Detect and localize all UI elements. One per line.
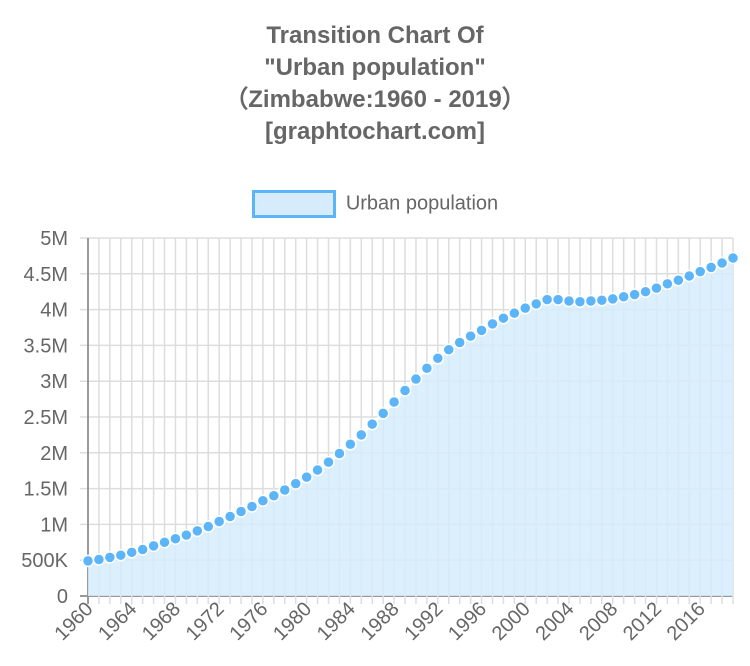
data-point — [617, 290, 630, 303]
y-tick-label: 1.5M — [24, 479, 68, 501]
data-point — [267, 489, 281, 503]
x-tick-label: 1980 — [269, 598, 316, 645]
data-point — [344, 437, 357, 451]
title-line: （Zimbabwe:1960 - 2019） — [224, 86, 526, 113]
data-point — [191, 524, 204, 538]
data-point — [376, 407, 390, 420]
legend-label: Urban population — [345, 192, 499, 215]
data-point — [114, 548, 128, 562]
y-tick-label: 2M — [40, 443, 68, 465]
data-point — [584, 294, 598, 308]
legend[interactable]: Urban population — [0, 190, 750, 218]
data-point — [136, 543, 149, 556]
y-tick-label: 4.5M — [24, 264, 68, 286]
data-point — [212, 515, 226, 528]
data-point — [125, 546, 138, 559]
y-tick-label: 2.5M — [24, 407, 68, 429]
data-point — [661, 277, 674, 291]
x-tick-label: 1988 — [357, 598, 404, 645]
x-tick-label: 1984 — [313, 598, 360, 645]
y-tick-label: 1M — [40, 514, 68, 536]
data-point — [180, 528, 193, 542]
data-point — [92, 553, 106, 566]
data-point — [431, 352, 445, 365]
data-point — [158, 536, 171, 549]
data-point — [289, 477, 302, 490]
data-point — [497, 311, 510, 325]
y-tick-label: 3M — [40, 371, 68, 393]
x-tick-label: 2008 — [575, 598, 622, 645]
data-point — [650, 281, 663, 295]
data-point — [245, 500, 259, 513]
x-tick-label: 2012 — [619, 598, 666, 645]
data-point — [562, 294, 576, 308]
data-point — [540, 293, 554, 306]
y-tick-label: 3.5M — [24, 335, 68, 357]
title-line: [graphtochart.com] — [264, 118, 485, 145]
data-point — [223, 510, 237, 523]
data-point — [420, 362, 434, 375]
y-tick-label: 5M — [40, 228, 68, 250]
data-point — [202, 520, 215, 533]
data-point — [234, 505, 248, 518]
data-point — [715, 256, 729, 270]
data-point — [256, 494, 270, 508]
title-line: "Urban population" — [264, 54, 486, 81]
data-point — [278, 483, 292, 497]
data-point — [519, 301, 532, 315]
data-point — [726, 251, 740, 265]
data-point — [475, 324, 488, 337]
x-tick-label: 2000 — [488, 598, 535, 645]
area-fill — [88, 258, 733, 596]
data-point — [693, 265, 707, 278]
data-point — [529, 297, 543, 311]
data-point — [442, 343, 456, 356]
data-point — [672, 273, 685, 287]
data-point — [365, 417, 379, 431]
x-tick-label: 1996 — [444, 598, 491, 645]
data-point — [486, 317, 499, 331]
data-point — [409, 372, 423, 386]
data-point — [169, 532, 182, 545]
data-point — [311, 463, 324, 477]
x-tick-label: 1992 — [400, 598, 447, 645]
data-point — [387, 395, 401, 409]
data-point — [595, 294, 609, 307]
data-point — [704, 261, 718, 274]
data-point — [355, 428, 368, 442]
x-tick-label: 1972 — [182, 598, 229, 645]
data-point — [606, 292, 619, 306]
data-point — [322, 455, 335, 469]
data-point — [147, 539, 160, 553]
data-point — [103, 551, 117, 564]
y-tick-label: 0 — [57, 586, 68, 608]
data-point — [333, 447, 346, 460]
title-line: Transition Chart Of — [266, 22, 484, 49]
y-tick-label: 500K — [21, 550, 68, 572]
data-point — [573, 295, 587, 308]
x-tick-label: 1976 — [225, 598, 272, 645]
data-point — [551, 293, 565, 306]
data-point — [398, 384, 412, 397]
y-tick-label: 4M — [40, 300, 68, 322]
data-point — [508, 306, 521, 320]
x-tick-label: 1968 — [138, 598, 185, 645]
x-tick-label: 2016 — [663, 598, 710, 645]
data-point — [639, 285, 652, 298]
x-tick-label: 2004 — [532, 598, 579, 645]
chart-title: Transition Chart Of "Urban population" （… — [0, 20, 750, 148]
x-tick-label: 1964 — [94, 598, 141, 645]
legend-swatch — [251, 190, 336, 218]
data-point — [453, 336, 466, 349]
data-point — [81, 554, 95, 568]
data-point — [628, 288, 641, 301]
data-point — [300, 470, 313, 484]
data-point — [683, 269, 696, 283]
data-point — [464, 329, 477, 343]
